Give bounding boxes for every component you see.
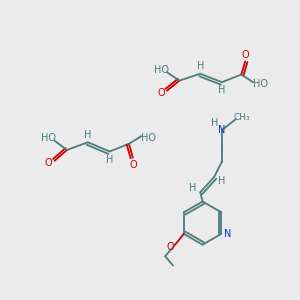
Text: H: H: [211, 118, 218, 128]
Text: H: H: [189, 184, 196, 194]
Text: O: O: [242, 50, 249, 60]
Text: H: H: [196, 61, 204, 71]
Text: O: O: [158, 88, 165, 98]
Text: HO: HO: [141, 133, 156, 142]
Text: HO: HO: [253, 79, 268, 89]
Text: N: N: [224, 229, 231, 239]
Text: O: O: [166, 242, 174, 252]
Text: O: O: [44, 158, 52, 168]
Text: H: H: [218, 85, 226, 95]
Text: H: H: [84, 130, 92, 140]
Text: CH₃: CH₃: [234, 113, 250, 122]
Text: N: N: [218, 125, 226, 135]
Text: O: O: [129, 160, 136, 170]
Text: HO: HO: [41, 134, 56, 143]
Text: HO: HO: [154, 65, 169, 75]
Text: H: H: [106, 155, 113, 165]
Text: H: H: [218, 176, 226, 186]
